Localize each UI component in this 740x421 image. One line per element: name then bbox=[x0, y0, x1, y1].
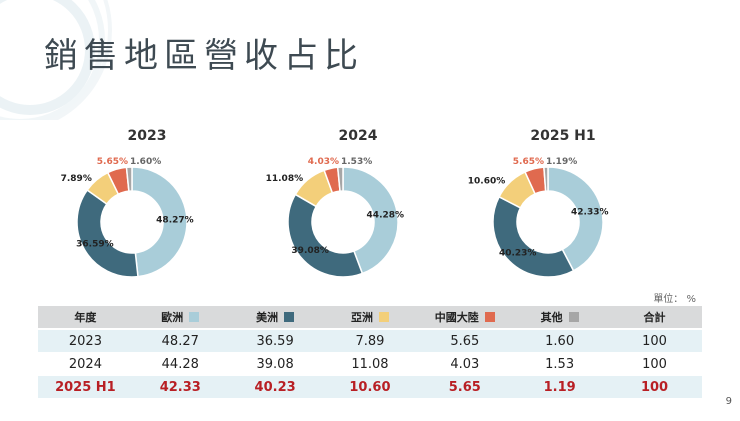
data-label-americas: 36.59% bbox=[76, 240, 114, 250]
header-asia: 亞洲 bbox=[322, 306, 418, 330]
europe-swatch bbox=[189, 312, 200, 322]
data-label-other: 1.60% bbox=[130, 157, 161, 167]
header-other: 其他 bbox=[512, 306, 608, 330]
slice-other bbox=[336, 166, 344, 192]
slice-europe bbox=[342, 166, 399, 275]
slice-europe bbox=[131, 166, 188, 278]
decorative-swirl bbox=[0, 0, 112, 120]
data-label-asia: 11.08% bbox=[266, 174, 304, 184]
header-americas: 美洲 bbox=[227, 306, 323, 330]
data-label-china: 4.03% bbox=[308, 157, 339, 167]
data-label-china: 5.65% bbox=[513, 157, 544, 167]
cell-asia: 7.89 bbox=[322, 329, 418, 353]
cell-year: 2025 H1 bbox=[38, 375, 133, 399]
data-label-other: 1.53% bbox=[341, 157, 372, 167]
slice-other bbox=[543, 166, 549, 192]
cell-other: 1.60 bbox=[512, 329, 608, 353]
cell-americas: 36.59 bbox=[227, 329, 323, 353]
cell-europe: 48.27 bbox=[132, 329, 228, 353]
americas-swatch bbox=[284, 312, 295, 322]
cell-americas: 39.08 bbox=[227, 352, 323, 376]
page-number: 9 bbox=[725, 396, 732, 407]
unit-note: 單位： % bbox=[653, 294, 696, 305]
cell-total: 100 bbox=[607, 375, 702, 399]
cell-asia: 10.60 bbox=[322, 375, 418, 399]
donut-chart-2025-h1: 2025 H1 42.33% 40.23% 10.60% 5.65% 1.19% bbox=[468, 128, 648, 302]
table-row: 2025 H1 42.33 40.23 10.60 5.65 1.19 100 bbox=[38, 375, 702, 399]
other-swatch bbox=[568, 312, 579, 322]
cell-china: 4.03 bbox=[417, 352, 513, 376]
cell-other: 1.53 bbox=[512, 352, 608, 376]
cell-europe: 44.28 bbox=[132, 352, 228, 376]
table-row: 2024 44.28 39.08 11.08 4.03 1.53 100 bbox=[38, 352, 702, 376]
data-label-china: 5.65% bbox=[97, 157, 128, 167]
donut-svg: 42.33% 40.23% 10.60% 5.65% 1.19% bbox=[468, 157, 609, 278]
data-label-asia: 10.60% bbox=[468, 176, 506, 186]
donut-chart-2024: 2024 44.28% 39.08% 11.08% 4.03% 1.53% bbox=[266, 128, 443, 302]
header-year: 年度 bbox=[38, 306, 133, 330]
data-label-americas: 39.08% bbox=[291, 246, 329, 256]
cell-other: 1.19 bbox=[512, 375, 608, 399]
donut-chart-2023: 2023 48.27% 36.59% 7.89% 5.65% 1.60% bbox=[61, 128, 232, 302]
cell-china: 5.65 bbox=[417, 329, 513, 353]
chart-title: 2023 bbox=[127, 128, 167, 144]
cell-year: 2024 bbox=[38, 352, 133, 376]
data-label-asia: 7.89% bbox=[61, 174, 92, 184]
cell-year: 2023 bbox=[38, 329, 133, 353]
table-header-row: 年度 歐洲 美洲 亞洲 中國大陸 其他 合計 bbox=[38, 306, 702, 330]
slice-americas bbox=[492, 195, 575, 278]
slice-americas bbox=[287, 193, 364, 278]
header-europe: 歐洲 bbox=[132, 306, 228, 330]
asia-swatch bbox=[378, 312, 389, 322]
chart-title: 2024 bbox=[338, 128, 378, 144]
revenue-table: 年度 歐洲 美洲 亞洲 中國大陸 其他 合計 2023 48.27 36.59 … bbox=[38, 306, 702, 399]
cell-total: 100 bbox=[607, 352, 702, 376]
slice-americas bbox=[76, 189, 139, 278]
chart-title: 2025 H1 bbox=[530, 128, 596, 144]
data-label-other: 1.19% bbox=[546, 157, 577, 167]
donut-svg: 48.27% 36.59% 7.89% 5.65% 1.60% bbox=[61, 157, 194, 278]
data-label-europe: 48.27% bbox=[156, 216, 194, 226]
cell-asia: 11.08 bbox=[322, 352, 418, 376]
china-swatch bbox=[484, 312, 495, 322]
cell-total: 100 bbox=[607, 329, 702, 353]
slice-other bbox=[125, 166, 133, 192]
cell-americas: 40.23 bbox=[227, 375, 323, 399]
cell-china: 5.65 bbox=[417, 375, 513, 399]
header-total: 合計 bbox=[607, 306, 702, 330]
data-label-europe: 44.28% bbox=[367, 210, 405, 220]
header-china: 中國大陸 bbox=[417, 306, 513, 330]
data-label-europe: 42.33% bbox=[571, 208, 609, 218]
cell-europe: 42.33 bbox=[132, 375, 228, 399]
data-label-americas: 40.23% bbox=[499, 249, 536, 259]
table-row: 2023 48.27 36.59 7.89 5.65 1.60 100 bbox=[38, 329, 702, 353]
slice-europe bbox=[547, 166, 604, 272]
page-title: 銷售地區營收占比 bbox=[44, 36, 364, 76]
donut-svg: 44.28% 39.08% 11.08% 4.03% 1.53% bbox=[266, 157, 405, 278]
